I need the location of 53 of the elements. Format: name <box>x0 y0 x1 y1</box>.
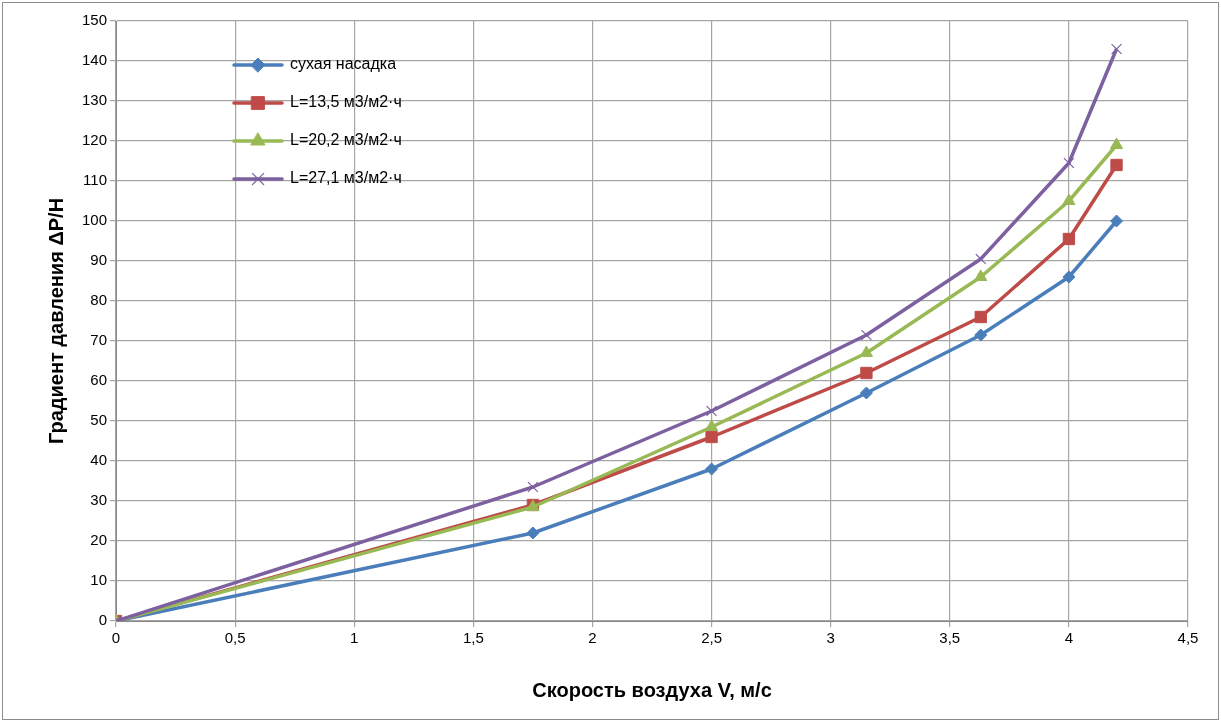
y-tick-label: 60 <box>90 371 108 389</box>
y-tick-label: 50 <box>90 411 108 429</box>
y-tick-label: 100 <box>82 211 108 229</box>
point <box>974 328 988 342</box>
legend-label: L=13,5 м3/м2·ч <box>290 93 402 111</box>
y-axis-title: Градиент давления ΔP/H <box>44 197 67 445</box>
y-tick-label: 70 <box>90 331 108 349</box>
point <box>1063 157 1075 169</box>
x-tick-label: 1,5 <box>462 629 484 647</box>
point <box>526 526 540 540</box>
y-tick-label: 90 <box>90 251 108 269</box>
x-tick-label: 1 <box>350 629 359 647</box>
y-tick-label: 10 <box>90 571 108 589</box>
x-tick-label: 3,5 <box>939 629 961 647</box>
point <box>1110 214 1124 228</box>
y-tick-label: 30 <box>90 491 108 509</box>
point <box>1062 232 1076 246</box>
y-tick-label: 150 <box>82 11 108 29</box>
legend-label: L=27,1 м3/м2·ч <box>290 169 402 187</box>
point <box>859 345 873 357</box>
y-tick-label: 110 <box>83 171 108 189</box>
point <box>1110 158 1123 172</box>
y-tick-label: 140 <box>82 51 108 69</box>
point <box>706 405 718 417</box>
x-tick-label: 2 <box>588 629 597 647</box>
y-tick-label: 120 <box>82 131 108 149</box>
point <box>705 419 719 431</box>
x-tick-label: 0,5 <box>224 629 246 647</box>
x-axis-title: Скорость воздуха V, м/с <box>532 678 772 701</box>
point <box>1110 43 1123 55</box>
point <box>1109 137 1124 149</box>
legend-label: сухая насадка <box>290 55 397 73</box>
x-tick-label: 3 <box>826 629 835 647</box>
x-tick-label: 2,5 <box>701 629 722 647</box>
y-tick-label: 20 <box>90 531 108 549</box>
point <box>705 462 719 476</box>
legend-label: L=20,2 м3/м2·ч <box>290 131 402 149</box>
point <box>860 366 873 380</box>
point <box>1062 193 1076 205</box>
x-tick-label: 4,5 <box>1177 629 1199 647</box>
x-tick-label: 0 <box>111 629 121 647</box>
y-tick-label: 0 <box>98 611 108 629</box>
point <box>974 310 987 324</box>
point <box>860 329 872 341</box>
x-tick-label: 4 <box>1064 629 1074 647</box>
point <box>527 481 539 493</box>
point <box>705 430 718 444</box>
point <box>1062 270 1076 284</box>
y-tick-label: 40 <box>90 451 108 469</box>
point <box>974 269 988 281</box>
y-tick-label: 130 <box>82 91 108 109</box>
point <box>859 386 873 400</box>
y-tick-label: 80 <box>90 291 108 309</box>
